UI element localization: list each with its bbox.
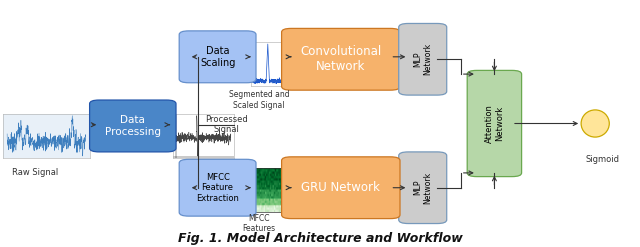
Text: MFCC
Feature
Extraction: MFCC Feature Extraction xyxy=(196,173,239,203)
Text: Attention
Network: Attention Network xyxy=(484,104,504,143)
Text: MFCC
Features: MFCC Features xyxy=(243,214,276,233)
Ellipse shape xyxy=(581,110,609,137)
FancyBboxPatch shape xyxy=(179,31,256,83)
Text: Data
Processing: Data Processing xyxy=(105,115,161,137)
FancyBboxPatch shape xyxy=(282,157,400,219)
Text: Convolutional
Network: Convolutional Network xyxy=(300,45,381,73)
FancyBboxPatch shape xyxy=(467,70,522,177)
Text: MLP
Network: MLP Network xyxy=(413,172,433,204)
Text: Processed
Signal: Processed Signal xyxy=(205,115,248,134)
Text: Fig. 1. Model Architecture and Workflow: Fig. 1. Model Architecture and Workflow xyxy=(178,231,462,245)
FancyBboxPatch shape xyxy=(282,28,400,90)
FancyBboxPatch shape xyxy=(179,159,256,216)
FancyBboxPatch shape xyxy=(399,152,447,224)
Text: Sigmoid: Sigmoid xyxy=(586,155,620,164)
FancyBboxPatch shape xyxy=(399,23,447,95)
Text: MLP
Network: MLP Network xyxy=(413,43,433,75)
Text: Segmented and
Scaled Signal: Segmented and Scaled Signal xyxy=(229,90,289,110)
FancyBboxPatch shape xyxy=(90,100,176,152)
Text: Raw Signal: Raw Signal xyxy=(12,168,58,177)
Text: Data
Scaling: Data Scaling xyxy=(200,46,236,68)
Text: GRU Network: GRU Network xyxy=(301,181,380,194)
